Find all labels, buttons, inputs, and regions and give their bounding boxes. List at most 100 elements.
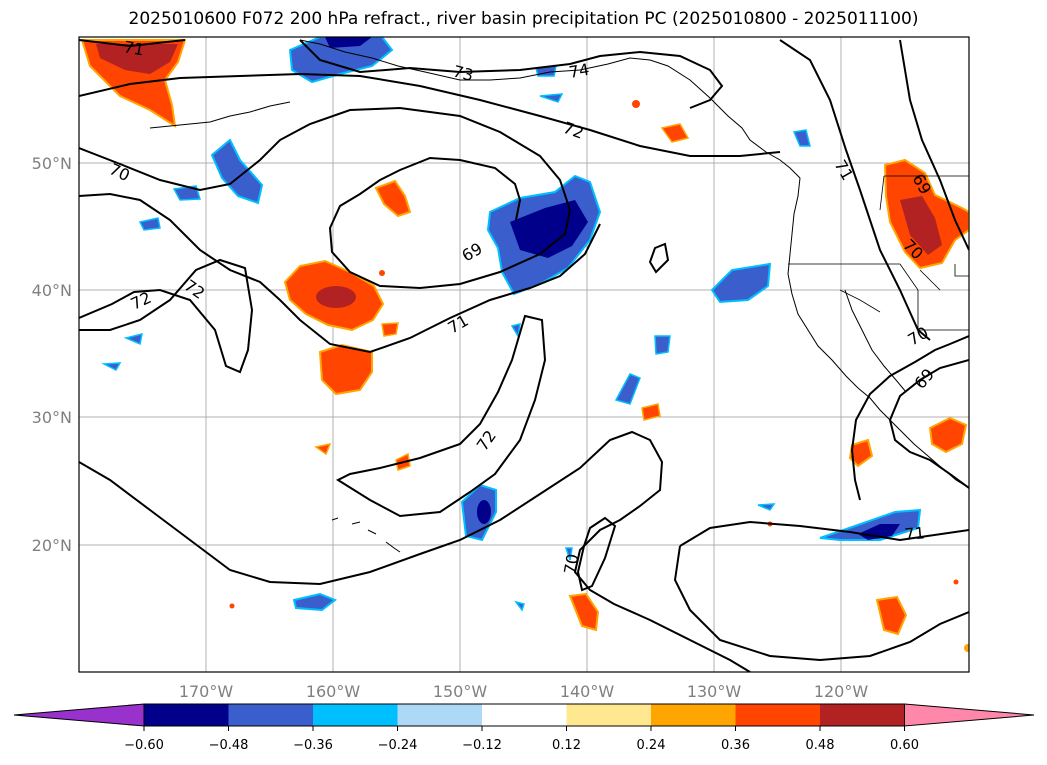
- colorbar-segment: [397, 704, 482, 726]
- positive-area-socal: [928, 416, 968, 454]
- lon-label: 120°W: [814, 682, 869, 701]
- coast-aleutians: [149, 101, 291, 129]
- colorbar-tick-label: −0.36: [293, 738, 333, 753]
- contour-label: 71: [904, 523, 926, 544]
- positive-spot-1: [641, 403, 661, 421]
- contour-72-north: [79, 72, 781, 157]
- positive-spot-8: [953, 579, 959, 585]
- contour-71-south: [79, 430, 751, 672]
- contour-70-socal: [850, 335, 969, 501]
- coast-west-us: [787, 177, 969, 489]
- latitude-labels: 50°N 40°N 30°N 20°N: [32, 154, 72, 555]
- colorbar-segment: [228, 704, 313, 726]
- contour-71-east: [779, 39, 931, 341]
- negative-spot-7: [123, 332, 143, 346]
- colorbar-extend-right: [904, 703, 1035, 727]
- negative-spot-9: [564, 547, 573, 561]
- refractivity-contours: [79, 39, 969, 672]
- contour-73-74: [299, 39, 724, 109]
- map-title: 2025010600 F072 200 hPa refract., river …: [128, 9, 919, 29]
- contour-71-north: [79, 39, 186, 48]
- negative-area-southwest: [292, 592, 338, 612]
- negative-spot-5: [792, 129, 811, 147]
- positive-spot-7: [229, 603, 235, 609]
- colorbar-frame: [143, 703, 905, 727]
- colorbar-tick-label: 0.60: [890, 738, 919, 753]
- negative-core-hawaii: [477, 500, 491, 524]
- lat-label: 50°N: [32, 154, 72, 173]
- coast-hawaii: [331, 517, 401, 553]
- negative-spot-4: [539, 93, 564, 103]
- positive-precip-areas: [80, 39, 969, 652]
- negative-spot-10: [757, 503, 776, 511]
- negative-precip-areas: [101, 37, 922, 612]
- contour-label: 71: [122, 37, 145, 59]
- positive-spot-5: [964, 644, 969, 652]
- contour-small-loop: [648, 242, 670, 274]
- coastlines: [149, 39, 969, 553]
- positive-area-bc: [660, 123, 690, 143]
- colorbar-segment: [482, 704, 567, 726]
- positive-core-nw: [96, 44, 178, 74]
- colorbar-tick-label: 0.48: [806, 738, 835, 753]
- colorbar-tick-label: 0.12: [552, 738, 581, 753]
- colorbar-tick-label: 0.24: [637, 738, 666, 753]
- negative-core-north: [325, 37, 372, 48]
- colorbar-tick-label: 0.36: [721, 738, 750, 753]
- coast-baja-inner: [844, 289, 907, 393]
- map-area: [79, 37, 969, 672]
- positive-area-mexico: [875, 595, 908, 636]
- contour-70-69: [79, 106, 572, 290]
- lon-label: 150°W: [433, 682, 488, 701]
- lon-label: 130°W: [687, 682, 742, 701]
- longitude-labels: 170°W 160°W 150°W 140°W 130°W 120°W: [179, 682, 869, 701]
- negative-spot-11: [510, 322, 521, 339]
- contour-70-south: [576, 516, 617, 592]
- lon-label: 140°W: [560, 682, 615, 701]
- positive-core-nevada: [900, 196, 942, 255]
- negative-area-east: [710, 262, 772, 304]
- colorbar-segment: [651, 704, 736, 726]
- positive-spot-6: [632, 100, 640, 108]
- lat-label: 20°N: [32, 536, 72, 555]
- contour-label: 74: [567, 60, 590, 82]
- contour-70-central: [79, 192, 601, 354]
- colorbar-segment: [820, 704, 905, 726]
- colorbar-ticks: [143, 726, 905, 731]
- positive-area-central-south: [318, 343, 373, 396]
- positive-area-south: [568, 592, 600, 632]
- contour-69-east: [899, 39, 969, 251]
- contour-72-west: [79, 258, 254, 374]
- colorbar-tick-label: −0.48: [209, 738, 249, 753]
- positive-spot-10: [379, 270, 385, 276]
- colorbar-tick-label: −0.60: [124, 738, 164, 753]
- contour-69-socal: [888, 359, 969, 489]
- contour-71-72-southeast: [673, 520, 969, 662]
- negative-area-southeast: [819, 508, 922, 541]
- positive-core-central: [316, 286, 356, 308]
- state-borders: [788, 175, 969, 331]
- negative-spot-8: [101, 362, 122, 371]
- colorbar-extend-left: [13, 703, 145, 727]
- lat-label: 40°N: [32, 281, 72, 300]
- positive-area-baja: [848, 438, 874, 468]
- colorbar-tick-label: −0.24: [378, 738, 418, 753]
- lon-label: 170°W: [179, 682, 234, 701]
- negative-area-aleutian: [210, 138, 264, 205]
- negative-spot-12: [514, 600, 525, 612]
- negative-spot-2: [654, 335, 671, 355]
- contour-label: 73: [451, 62, 476, 86]
- positive-area-north: [374, 179, 412, 218]
- lat-label: 30°N: [32, 408, 72, 427]
- colorbar-tick-label: −0.12: [462, 738, 502, 753]
- colorbar-segment: [144, 704, 229, 726]
- map-border: [78, 36, 970, 673]
- positive-spot-4: [314, 442, 332, 456]
- negative-spot-1: [614, 373, 641, 405]
- lon-label: 160°W: [306, 682, 361, 701]
- positive-spot-2: [381, 322, 399, 337]
- colorbar: −0.60 −0.48 −0.36 −0.24 −0.12 0.12 0.24 …: [13, 703, 1035, 753]
- contour-label: 70: [560, 552, 582, 575]
- colorbar-segment: [566, 704, 651, 726]
